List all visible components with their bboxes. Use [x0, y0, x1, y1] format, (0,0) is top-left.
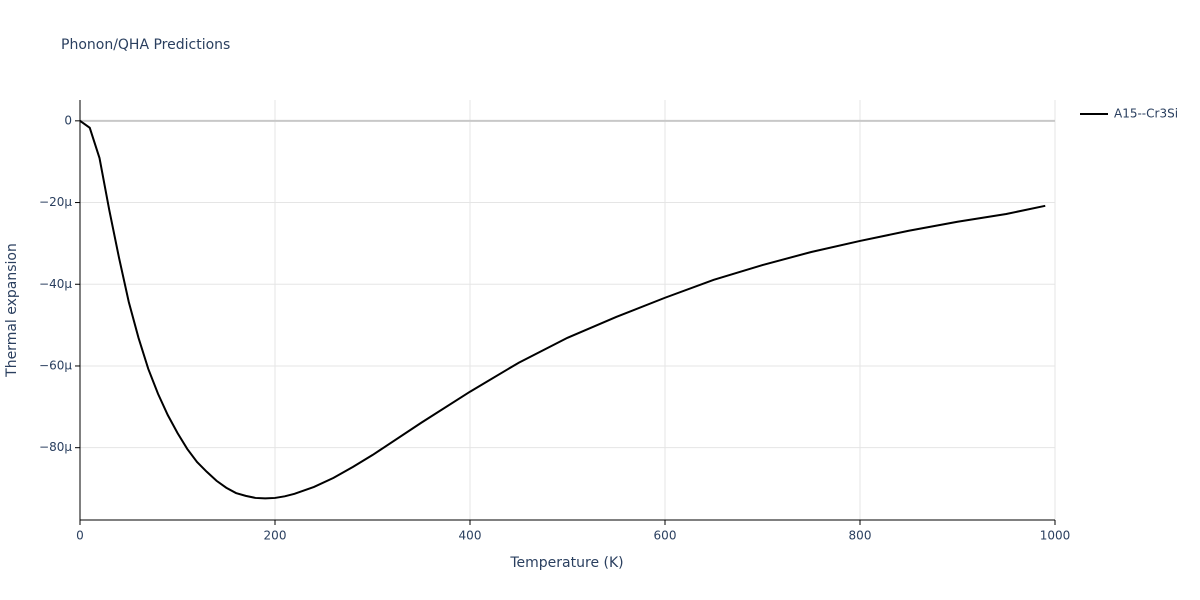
- line: [79, 120, 1046, 500]
- x-tick-label: 0: [76, 529, 84, 543]
- x-tick-label: 800: [849, 529, 872, 543]
- y-axis-title: Thermal expansion: [4, 243, 20, 378]
- chart-title: Phonon/QHA Predictions: [61, 37, 230, 53]
- legend-label: A15--Cr3Si: [1114, 107, 1178, 121]
- y-tick-label: 0: [64, 113, 72, 127]
- y-tick-label: −80μ: [39, 440, 72, 454]
- x-tick-label: 400: [459, 529, 482, 543]
- y-tick-label: −20μ: [39, 195, 72, 209]
- x-tick-label: 600: [654, 529, 677, 543]
- y-tick-label: −60μ: [39, 358, 72, 372]
- x-tick-label: 200: [264, 529, 287, 543]
- y-tick-label: −40μ: [39, 277, 72, 291]
- x-axis-title: Temperature (K): [509, 555, 623, 571]
- x-tick-label: 1000: [1040, 529, 1071, 543]
